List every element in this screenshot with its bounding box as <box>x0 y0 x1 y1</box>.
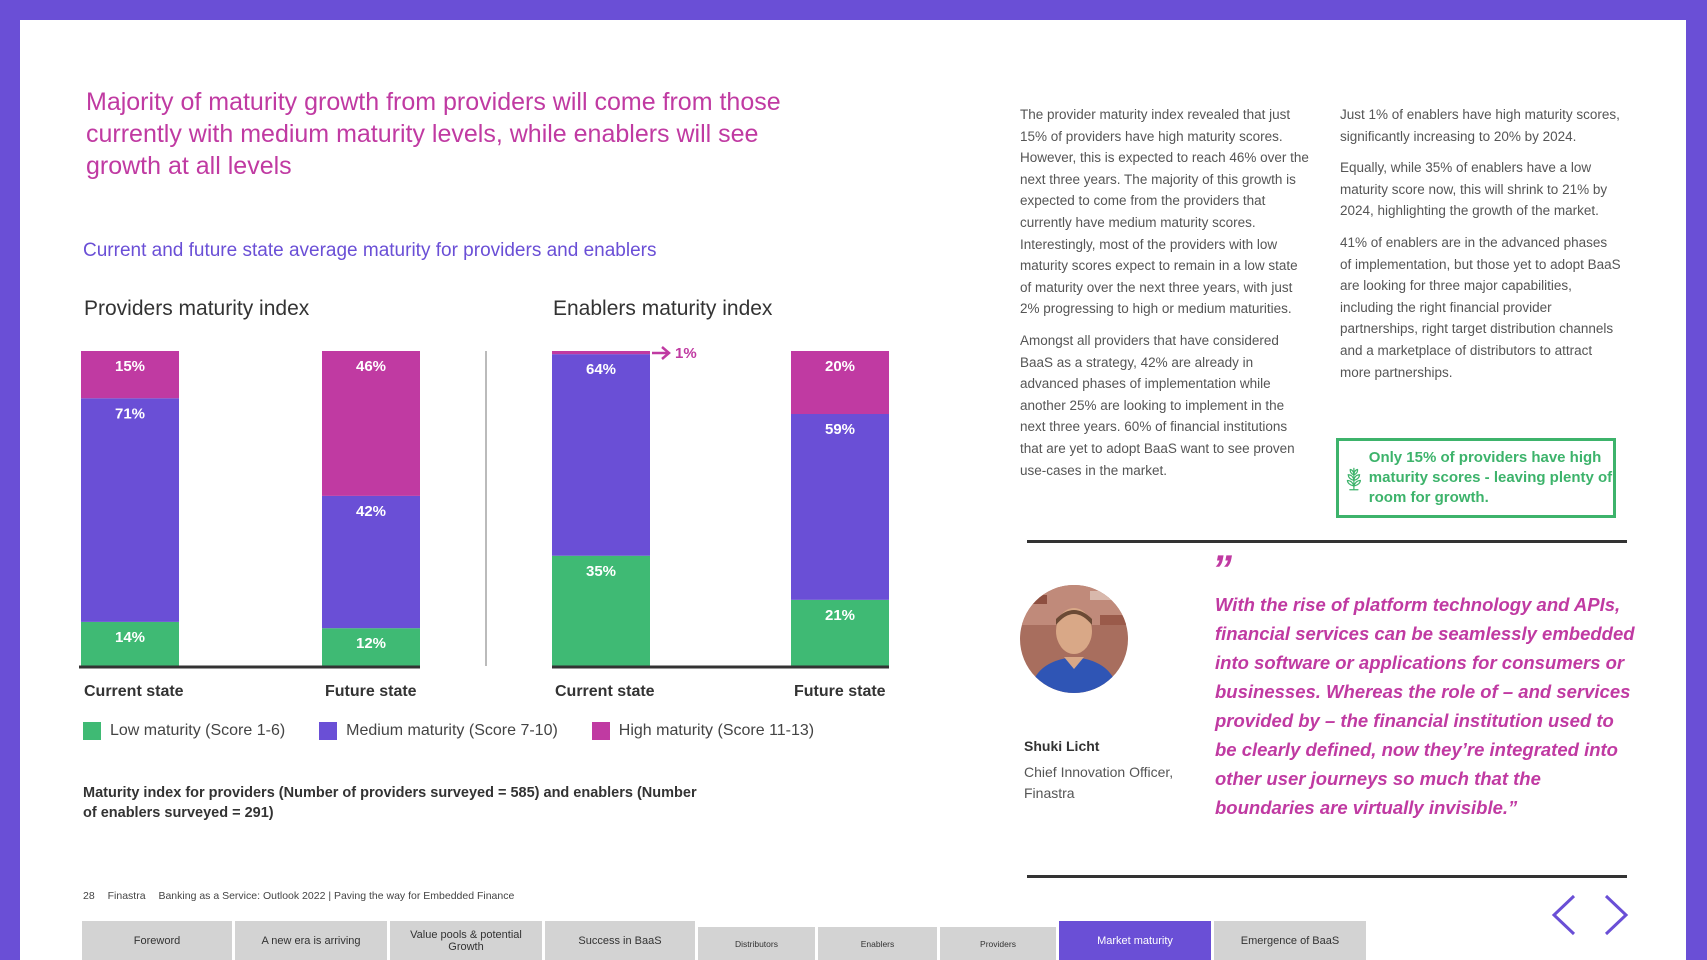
category-label: Future state <box>325 683 417 700</box>
bar-value-label: 21% <box>825 607 855 624</box>
footer-publication: Banking as a Service: Outlook 2022 | Pav… <box>158 890 515 902</box>
tab-enablers[interactable]: Enablers <box>818 927 937 960</box>
divider-top <box>1027 540 1627 543</box>
category-label: Future state <box>794 683 886 700</box>
bar-segment-medium <box>322 495 420 629</box>
tab-providers[interactable]: Providers <box>940 927 1056 960</box>
body-paragraph: Amongst all providers that have consider… <box>1020 332 1295 478</box>
legend-swatch-medium <box>319 722 338 740</box>
maturity-charts: 14% 71% 15% Current state 12% 42% 46% Future st… <box>79 345 889 700</box>
chart-section-subtitle: Current and future state average maturit… <box>83 240 657 261</box>
legend-item-low: Low maturity (Score 1-6) <box>83 722 285 740</box>
legend-label-high: High maturity (Score 11-13) <box>618 722 815 739</box>
callout-text: Only 15% of providers have high maturity… <box>1368 449 1613 506</box>
tab-distributors[interactable]: Distributors <box>698 927 815 960</box>
category-label: Current state <box>555 683 655 700</box>
legend-label-medium: Medium maturity (Score 7-10) <box>346 722 558 739</box>
body-paragraph: 41% of enablers are in the advanced phas… <box>1340 234 1621 380</box>
quote-text: With the rise of platform technology and… <box>1215 594 1635 818</box>
body-paragraph: Equally, while 35% of enablers have a lo… <box>1340 160 1608 219</box>
divider-bottom <box>1027 875 1627 878</box>
bar-segment-medium <box>552 354 650 556</box>
tab-new-era[interactable]: A new era is arriving <box>235 921 387 960</box>
bar-value-label: 15% <box>115 358 145 375</box>
bar-value-label: 59% <box>825 421 855 438</box>
tab-value-pools[interactable]: Value pools & potential Growth <box>390 921 542 960</box>
tab-emergence-of-baas[interactable]: Emergence of BaaS <box>1214 921 1366 960</box>
chart-footnote: Maturity index for providers (Number of … <box>83 785 697 821</box>
body-column-left: The provider maturity index revealed tha… <box>1020 104 1310 491</box>
bar-segment-high <box>81 351 179 399</box>
callout-box: Only 15% of providers have high maturity… <box>1336 438 1616 518</box>
bar-segment-high <box>552 351 650 355</box>
bar-value-label: 14% <box>115 629 145 646</box>
bar-value-label: 35% <box>586 563 616 580</box>
bar-segment-low <box>552 555 650 666</box>
legend-item-medium: Medium maturity (Score 7-10) <box>319 722 558 740</box>
bar-value-label: 42% <box>356 503 386 520</box>
bar-segment-high <box>322 351 420 496</box>
bar-segment-high <box>791 351 889 414</box>
bar-value-label: 12% <box>356 635 386 652</box>
previous-page-icon[interactable] <box>1550 893 1578 937</box>
bar-value-label: 46% <box>356 358 386 375</box>
arrow-head-icon <box>661 346 671 360</box>
bar-value-label: 64% <box>586 361 616 378</box>
tab-market-maturity[interactable]: Market maturity <box>1059 921 1211 960</box>
legend-swatch-low <box>83 722 101 740</box>
bar-segment-low <box>322 628 420 666</box>
sprout-icon <box>1346 467 1361 491</box>
quote-author-name: Shuki Licht <box>1024 738 1100 754</box>
bar-segment-medium <box>791 414 889 600</box>
legend-item-high: High maturity (Score 11-13) <box>591 722 815 740</box>
bar-value-label: 20% <box>825 358 855 375</box>
bar-segment-low <box>791 599 889 666</box>
providers-chart-title: Providers maturity index <box>84 297 310 320</box>
quote-author-role: Chief Innovation Officer, Finastra <box>1024 764 1174 801</box>
chart-legend: Low maturity (Score 1-6) Medium maturity… <box>83 722 848 740</box>
report-page: Majority of maturity growth from provide… <box>20 20 1686 940</box>
avatar-portrait <box>1020 585 1128 693</box>
bar-value-label: 71% <box>115 405 145 422</box>
annotation-label: 1% <box>675 345 697 362</box>
legend-label-low: Low maturity (Score 1-6) <box>110 722 286 739</box>
section-tabs: Foreword A new era is arriving Value poo… <box>82 921 1366 960</box>
body-paragraph: Just 1% of enablers have high maturity s… <box>1340 107 1620 144</box>
avatar <box>1020 585 1128 693</box>
page-navigation <box>1550 893 1630 937</box>
body-paragraph: The provider maturity index revealed tha… <box>1020 107 1309 317</box>
footer-brand: Finastra <box>107 890 146 902</box>
category-label: Current state <box>84 683 184 700</box>
next-page-icon[interactable] <box>1602 893 1630 937</box>
bar-segment-medium <box>81 398 179 622</box>
enablers-chart-title: Enablers maturity index <box>553 297 773 320</box>
page-number: 28 <box>83 890 95 902</box>
page-headline: Majority of maturity growth from provide… <box>86 88 781 180</box>
legend-swatch-high <box>591 722 610 740</box>
bar-segment-low <box>81 621 179 666</box>
open-quote-mark: ” <box>1212 548 1232 592</box>
tab-foreword[interactable]: Foreword <box>82 921 232 960</box>
tab-success-in-baas[interactable]: Success in BaaS <box>545 921 695 960</box>
body-column-right: Just 1% of enablers have high maturity s… <box>1340 104 1622 393</box>
page-footer: 28 Finastra Banking as a Service: Outloo… <box>83 890 524 902</box>
